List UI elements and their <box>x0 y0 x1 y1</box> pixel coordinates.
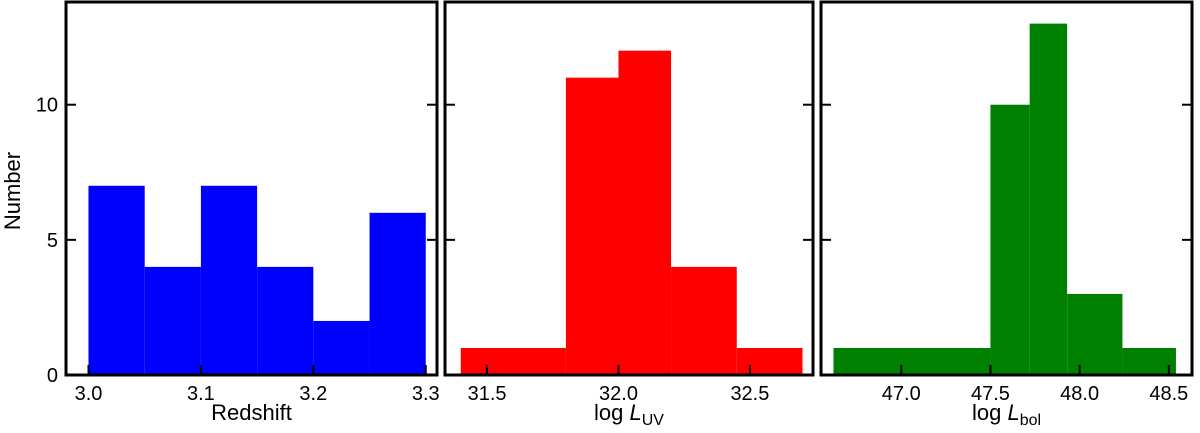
x-tick-label-3-3: 48.0 <box>1060 383 1099 405</box>
x-axis-label-1: Redshift <box>211 400 292 425</box>
histogram-bar-1-4 <box>257 266 314 375</box>
x-axis-label-3: log Lbol <box>972 400 1041 429</box>
histogram-bar-2-3 <box>618 50 672 376</box>
y-axis-label: Number <box>0 152 25 230</box>
y-tick-label-3: 10 <box>36 95 58 117</box>
histogram-bar-1-2 <box>144 266 201 375</box>
histogram-bar-2-5 <box>736 347 803 375</box>
x-tick-label-1-2: 3.1 <box>187 383 215 405</box>
histogram-bar-3-1 <box>833 347 991 375</box>
panel-frame-1 <box>64 0 439 377</box>
histogram-bar-1-6 <box>369 212 426 375</box>
x-tick-label-1-1: 3.0 <box>75 383 103 405</box>
panel-frame-2 <box>443 0 815 377</box>
histogram-bar-2-2 <box>565 77 619 376</box>
histogram-bar-1-3 <box>200 185 258 375</box>
x-tick-label-2-1: 31.5 <box>468 383 507 405</box>
x-tick-label-3-2: 47.5 <box>971 383 1010 405</box>
x-tick-label-1-4: 3.3 <box>412 383 440 405</box>
histogram-bar-3-3 <box>1029 23 1068 375</box>
x-axis-label-2: log LUV <box>594 400 664 429</box>
histogram-bar-1-1 <box>88 185 145 375</box>
histogram-bar-2-4 <box>671 266 737 375</box>
y-tick-label-2: 5 <box>47 230 58 252</box>
histogram-bar-2-1 <box>460 347 566 375</box>
x-tick-label-1-3: 3.2 <box>299 383 327 405</box>
x-tick-label-3-1: 47.0 <box>882 383 921 405</box>
panel-frame-3 <box>819 0 1194 377</box>
histogram-bar-3-4 <box>1067 293 1123 375</box>
x-tick-label-2-2: 32.0 <box>599 383 638 405</box>
histogram-bar-3-2 <box>990 104 1030 375</box>
x-tick-label-3-4: 48.5 <box>1149 383 1188 405</box>
histogram-bar-3-5 <box>1122 347 1176 375</box>
x-tick-label-2-3: 32.5 <box>730 383 769 405</box>
y-tick-label-1: 0 <box>47 365 58 387</box>
histogram-bar-1-5 <box>313 320 370 375</box>
